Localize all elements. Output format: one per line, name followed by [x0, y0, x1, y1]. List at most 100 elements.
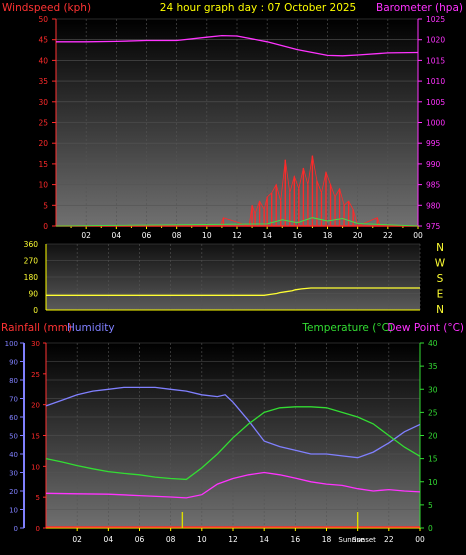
humidity-tick-label: 80 — [9, 377, 18, 385]
wind-low-line — [55, 217, 419, 227]
wind-baro-series — [55, 34, 419, 227]
wind-tick-label: 20 — [38, 139, 48, 148]
wind-tick-label: 5 — [43, 201, 48, 210]
wind-tick-label: 15 — [38, 160, 48, 169]
baro-tick-label: 985 — [426, 181, 441, 190]
baro-tick-label: 1025 — [426, 15, 445, 24]
temp-tick-label: 20 — [428, 432, 438, 441]
compass-label: S — [437, 273, 444, 285]
temp-tick-label: 30 — [428, 385, 438, 394]
time-tick-label: 16 — [293, 231, 303, 240]
rain-tick-label: 10 — [31, 463, 40, 471]
rain-tick-label: 0 — [36, 525, 40, 533]
humidity-tick-labels: 0 10 20 30 40 50 60 70 80 90 100 — [5, 340, 18, 533]
humidity-tick-label: 0 — [14, 525, 18, 533]
bottom-time-tick-label: 04 — [104, 535, 114, 544]
humidity-axis-label: Humidity — [67, 322, 115, 334]
baro-tick-label: 1020 — [426, 36, 445, 45]
time-tick-label: 10 — [202, 231, 212, 240]
rain-tick-label: 5 — [36, 494, 40, 502]
temp-humidity-panel: 0 10 20 30 40 50 60 70 80 90 100 0 5 10 15 20 25 30 0 5 10… — [1, 322, 464, 544]
rain-tick-label: 15 — [31, 433, 40, 441]
bottom-time-tick-label: 02 — [72, 535, 82, 544]
bottom-time-tick-label: 14 — [259, 535, 269, 544]
direction-tick-label: 360 — [24, 240, 39, 249]
temp-tick-label: 40 — [428, 339, 438, 348]
humidity-line — [45, 386, 421, 459]
humidity-tick-label: 30 — [9, 470, 18, 478]
time-tick-label: 00 — [413, 231, 423, 240]
temp-humidity-series — [45, 386, 421, 528]
humidity-tick-label: 70 — [9, 396, 18, 404]
direction-tick-label: 270 — [24, 257, 39, 266]
rainfall-axis-label: Rainfall (mm) — [1, 322, 72, 334]
barometer-axis-label: Barometer (hpa) — [376, 2, 463, 14]
wind-tick-label: 50 — [38, 15, 48, 24]
compass-label: W — [435, 258, 446, 270]
wind-direction-line — [46, 287, 420, 296]
temp-tick-label: 35 — [428, 362, 438, 371]
wind-direction-series — [46, 287, 420, 296]
compass-label: N — [436, 242, 444, 254]
rain-tick-label: 25 — [31, 371, 40, 379]
dewpoint-axis-label: Dew Point (°C) — [387, 322, 464, 334]
time-tick-label: 06 — [142, 231, 152, 240]
sunset-label: Sunset — [352, 536, 376, 544]
bottom-time-tick-label: 08 — [166, 535, 176, 544]
temperature-axis-label: Temperature (°C) — [301, 322, 393, 334]
humidity-tick-label: 20 — [9, 488, 18, 496]
time-tick-label: 12 — [232, 231, 242, 240]
barometer-line — [56, 34, 419, 57]
top-time-tick-labels: 02 04 06 08 10 12 14 16 18 20 22 00 — [81, 231, 423, 240]
temperature-line — [45, 406, 421, 481]
humidity-tick-label: 60 — [9, 414, 18, 422]
bottom-time-tick-label: 00 — [415, 535, 425, 544]
wind-tick-label: 10 — [38, 181, 48, 190]
compass-label: N — [436, 304, 444, 316]
compass-label: E — [437, 289, 444, 301]
time-tick-label: 22 — [383, 231, 393, 240]
baro-tick-label: 1015 — [426, 56, 445, 65]
windspeed-axis-label: Windspeed (kph) — [2, 2, 91, 14]
baro-tick-label: 995 — [426, 139, 441, 148]
sunrise-label: Sunrise — [338, 536, 364, 544]
wind-tick-label: 30 — [38, 98, 48, 107]
direction-tick-label: 180 — [24, 273, 39, 282]
bottom-time-tick-label: 18 — [322, 535, 332, 544]
graph-title: 24 hour graph day : 07 October 2025 — [160, 2, 356, 14]
humidity-tick-label: 40 — [9, 451, 18, 459]
wind-tick-label: 40 — [38, 56, 48, 65]
humidity-tick-label: 10 — [9, 507, 18, 515]
bottom-time-tick-label: 22 — [384, 535, 394, 544]
wind-tick-label: 25 — [38, 119, 48, 128]
time-tick-label: 18 — [323, 231, 333, 240]
bottom-time-tick-label: 16 — [291, 535, 301, 544]
time-tick-label: 08 — [172, 231, 182, 240]
direction-tick-label: 0 — [33, 306, 38, 315]
humidity-tick-label: 50 — [9, 433, 18, 441]
temp-tick-label: 25 — [428, 408, 438, 417]
humidity-tick-label: 90 — [9, 359, 18, 367]
direction-tick-label: 90 — [28, 290, 38, 299]
wind-tick-labels: 0 5 10 15 20 25 30 35 40 45 50 — [38, 15, 48, 231]
temp-tick-label: 10 — [428, 478, 438, 487]
baro-tick-label: 1005 — [426, 98, 445, 107]
temp-tick-label: 5 — [428, 501, 433, 510]
wind-speed-line — [56, 155, 418, 227]
wind-tick-label: 45 — [38, 36, 48, 45]
rain-tick-label: 20 — [31, 402, 40, 410]
temp-tick-label: 15 — [428, 455, 438, 464]
wind-tick-label: 35 — [38, 77, 48, 86]
rainfall-tick-labels: 0 5 10 15 20 25 30 — [31, 340, 40, 533]
time-tick-label: 14 — [262, 231, 272, 240]
bottom-time-tick-label: 10 — [197, 535, 207, 544]
humidity-tick-label: 100 — [5, 340, 18, 348]
baro-tick-label: 1000 — [426, 119, 445, 128]
baro-tick-label: 990 — [426, 160, 441, 169]
baro-tick-label: 980 — [426, 201, 441, 210]
baro-tick-labels: 975 980 985 990 995 1000 1005 1010 1015 1020 1025 — [426, 15, 445, 231]
